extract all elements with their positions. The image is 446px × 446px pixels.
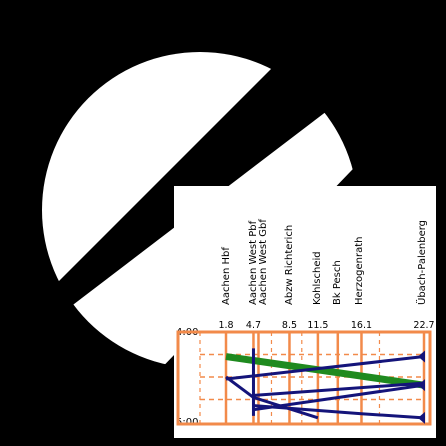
station-label: Bk Pesch: [332, 260, 343, 305]
diagonal-band: [40, 40, 420, 330]
station-label: Aachen Hbf: [221, 247, 232, 305]
train-paths: [225, 348, 425, 420]
train-path-navy: [253, 404, 425, 420]
station-label: Herzogenrath: [354, 237, 365, 306]
grid: [176, 330, 432, 426]
station-label: Kohlscheid: [312, 251, 323, 305]
km-label: 11.5: [307, 320, 328, 331]
station-label: Abzw Richterich: [284, 225, 295, 305]
train-arrowheads: [418, 350, 425, 424]
km-label: 8.5: [282, 320, 297, 331]
train-path-navy: [253, 381, 425, 397]
station-labels: Aachen Hbf Aachen West Pbf Aachen West Gbf…: [221, 219, 428, 305]
train-path-navy: [225, 375, 319, 420]
train-path-navy: [253, 383, 425, 412]
arrowhead: [418, 379, 425, 392]
km-label: 22.7: [413, 320, 434, 331]
station-label: Übach-Palenberg: [415, 220, 428, 305]
station-label: Aachen West Gbf: [258, 219, 269, 305]
timetable-diagram: Aachen Hbf Aachen West Pbf Aachen West Gbf…: [174, 186, 436, 438]
arrowhead: [418, 350, 425, 363]
station-label: Aachen West Pbf: [248, 220, 259, 305]
train-path-navy: [225, 355, 425, 381]
km-label: 1.8: [218, 320, 233, 331]
train-path-green: [225, 353, 425, 389]
arrowhead: [418, 411, 425, 424]
km-label: 4.7: [246, 320, 261, 331]
diagram-paper: [174, 186, 436, 438]
km-label: 16.1: [351, 320, 372, 331]
km-labels: 1.8 4.7 8.5 11.5 16.1 22.7: [218, 320, 434, 331]
